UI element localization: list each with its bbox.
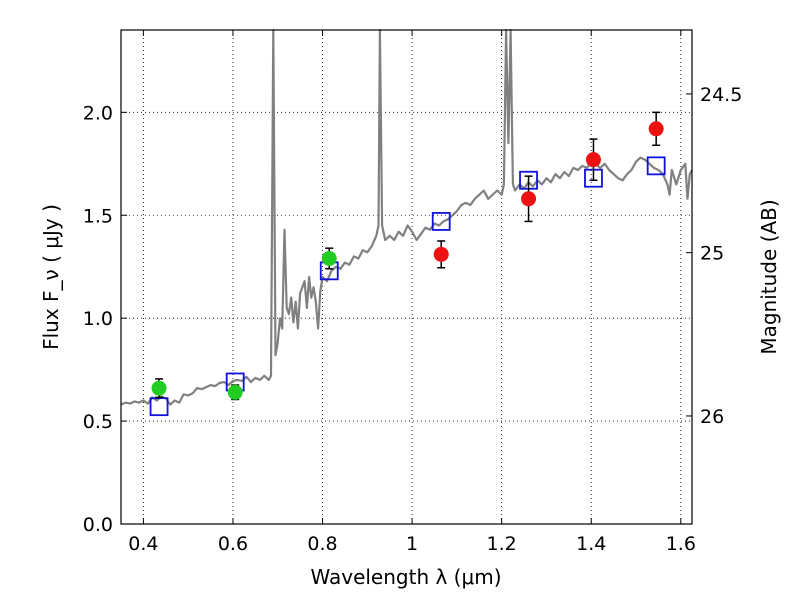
y-tick-label: 2.0 [83,102,113,124]
nir-point [585,152,601,168]
y-tick-label: 0.0 [83,514,113,536]
model-square [149,397,169,417]
x-axis-label: Wavelength λ (μm) [310,565,501,589]
x-tick-label: 0.6 [218,533,248,555]
y-tick-label: 1.0 [83,308,113,330]
right-axis-label: Magnitude (AB) [757,199,781,354]
x-tick-label: 1 [406,533,418,555]
axis-ticks: 0.40.60.811.21.41.60.00.51.01.52.02323.2… [83,30,742,555]
x-tick-label: 1.2 [487,533,517,555]
mag-tick-label: 24.5 [700,84,742,106]
model-square [646,156,666,176]
nir-point [521,191,537,207]
spectrum-line [120,28,693,406]
plot-frame [120,29,693,525]
y-tick-label: 1.5 [83,205,113,227]
y-axis-label: Flux F_ν ( μJy ) [39,204,63,350]
mag-tick-label: 25 [700,243,724,265]
grid [121,30,692,525]
x-tick-label: 0.4 [128,533,158,555]
nir-point [648,121,664,137]
optical-point [151,380,167,396]
x-tick-label: 1.6 [666,533,696,555]
x-tick-label: 0.8 [307,533,337,555]
mag-tick-label: 26 [700,406,724,428]
x-tick-label: 1.4 [576,533,606,555]
marker-layer [149,111,666,417]
model-square [431,212,451,231]
y-tick-label: 0.5 [83,411,113,433]
spectrum-layer [120,28,693,406]
optical-point [321,250,337,266]
nir-point [433,246,449,262]
optical-point [227,384,243,400]
